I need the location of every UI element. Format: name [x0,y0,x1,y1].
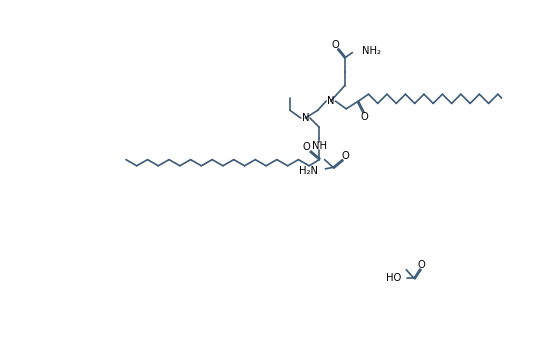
Text: O: O [331,40,339,50]
Text: N: N [327,96,334,106]
Text: NH: NH [312,141,326,151]
Text: H₂N: H₂N [299,166,318,176]
Text: O: O [302,142,310,152]
Text: HO: HO [386,273,401,283]
Text: O: O [418,260,425,270]
Text: O: O [342,151,349,161]
Text: N: N [302,113,309,123]
Text: NH₂: NH₂ [362,46,381,56]
Text: O: O [361,111,368,121]
